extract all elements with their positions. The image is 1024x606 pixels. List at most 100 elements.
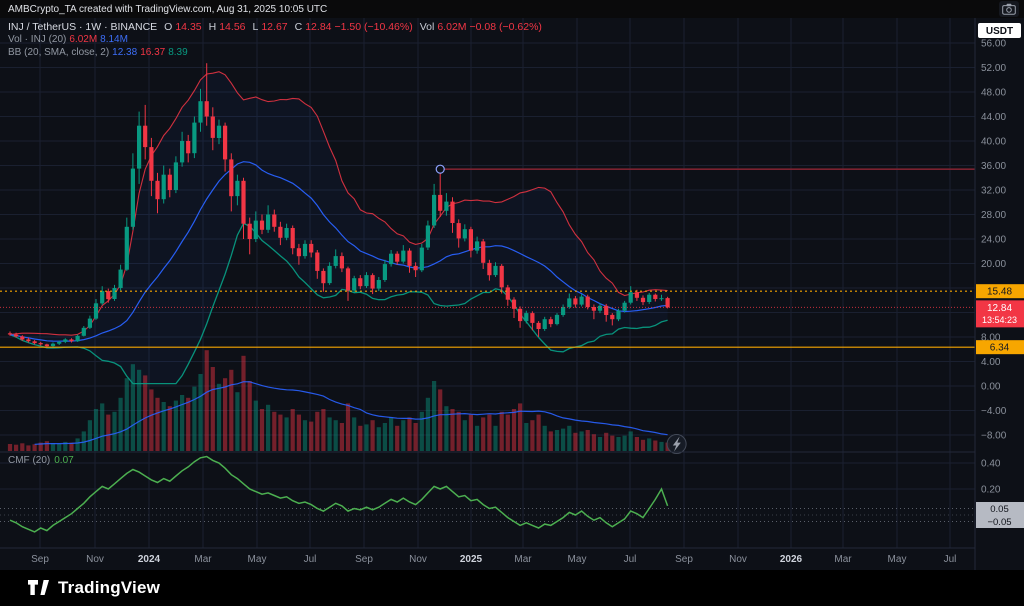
price-axis[interactable]: 56.00 52.00 48.00 44.00 40.00 36.00 32.00 28.00…: [975, 18, 1024, 570]
volume-study-label[interactable]: Vol · INJ (20): [8, 34, 67, 45]
alert-upper-label: [976, 284, 1024, 299]
svg-text:May: May: [888, 554, 907, 565]
svg-text:2025: 2025: [460, 554, 483, 565]
svg-text:52.00: 52.00: [981, 63, 1006, 74]
svg-text:0.05: 0.05: [990, 504, 1009, 515]
volume-study-value: 6.02M: [69, 34, 98, 45]
ohlc-close-label: C: [294, 21, 303, 33]
svg-text:6.34: 6.34: [990, 343, 1010, 354]
svg-text:44.00: 44.00: [981, 112, 1006, 123]
svg-text:40.00: 40.00: [981, 137, 1006, 148]
cmf-guide-lower-label: [976, 515, 1024, 528]
chart-background: [0, 18, 1024, 570]
legend-volume-row: Vol · INJ (20) 6.02M 8.14M: [8, 34, 545, 47]
svg-text:48.00: 48.00: [981, 88, 1006, 99]
svg-text:Mar: Mar: [514, 554, 532, 565]
svg-text:−8.00: −8.00: [981, 431, 1007, 442]
last-price-label: [976, 300, 1024, 328]
svg-text:Nov: Nov: [409, 554, 427, 565]
bb-basis-value: 12.38: [112, 47, 138, 58]
svg-text:USDT: USDT: [986, 26, 1013, 37]
svg-text:−4.00: −4.00: [981, 406, 1007, 417]
svg-text:0.40: 0.40: [981, 459, 1001, 470]
bb-basis-line: [9, 161, 668, 342]
chart-legend: INJ / TetherUS · 1W · BINANCE O 14.35 H 14.5…: [8, 21, 545, 60]
lightning-icon: [672, 436, 681, 452]
candles-layer: [7, 63, 670, 348]
cmf-line: [9, 455, 669, 533]
svg-text:Nov: Nov: [729, 554, 747, 565]
svg-text:32.00: 32.00: [981, 186, 1006, 197]
svg-text:12.84: 12.84: [987, 303, 1012, 314]
ohlc-open-label: O: [164, 21, 173, 33]
cmf-study-label[interactable]: CMF (20): [8, 455, 51, 466]
legend-symbol-row: INJ / TetherUS · 1W · BINANCE O 14.35 H 14.5…: [8, 21, 545, 34]
cmf-pane: [0, 455, 975, 533]
tradingview-logo-icon[interactable]: [28, 580, 50, 596]
vol-label: Vol: [419, 21, 435, 33]
bb-lower-line: [9, 222, 668, 385]
pane-separators: [0, 18, 1024, 570]
svg-text:24.00: 24.00: [981, 235, 1006, 246]
cmf-study-value: 0.07: [54, 455, 74, 466]
svg-text:Sep: Sep: [675, 554, 693, 565]
svg-text:Jul: Jul: [304, 554, 317, 565]
snapshot-chip[interactable]: [999, 1, 1019, 17]
volume-ma-line: [34, 381, 668, 445]
svg-text:Jul: Jul: [624, 554, 637, 565]
camera-icon: [1002, 3, 1016, 15]
svg-text:56.00: 56.00: [981, 39, 1006, 50]
time-axis[interactable]: Sep Nov 2024 Mar May Jul Sep Nov 2025 Mar May Jul Se…: [31, 554, 956, 565]
svg-text:8.00: 8.00: [981, 333, 1001, 344]
svg-text:0.00: 0.00: [981, 382, 1001, 393]
cmf-legend: CMF (20) 0.07: [8, 455, 78, 466]
bollinger-band-fill: [10, 71, 668, 384]
svg-text:13:54:23: 13:54:23: [982, 315, 1017, 325]
ohlc-low-label: L: [252, 21, 259, 33]
ohlc-open-value: 14.35: [175, 21, 202, 33]
svg-text:Mar: Mar: [834, 554, 852, 565]
svg-text:2026: 2026: [780, 554, 803, 565]
grid: [0, 18, 975, 548]
svg-text:May: May: [568, 554, 587, 565]
svg-text:Sep: Sep: [355, 554, 373, 565]
cmf-guide-upper-label: [976, 502, 1024, 515]
currency-chip: [978, 23, 1021, 38]
svg-text:−0.05: −0.05: [987, 517, 1011, 528]
svg-text:28.00: 28.00: [981, 210, 1006, 221]
ohlc-close-value: 12.84: [305, 21, 332, 33]
volume-ma-value: 8.14M: [100, 34, 128, 45]
svg-text:May: May: [248, 554, 267, 565]
ray-anchor-circle: [435, 164, 445, 174]
svg-text:4.00: 4.00: [981, 357, 1001, 368]
symbol-title[interactable]: INJ / TetherUS · 1W · BINANCE: [8, 21, 158, 33]
svg-text:Jul: Jul: [944, 554, 957, 565]
bb-lower-value: 8.39: [168, 47, 188, 58]
legend-bb-row: BB (20, SMA, close, 2) 12.38 16.37 8.39: [8, 47, 545, 60]
vol-change: −0.08 (−0.62%): [469, 21, 542, 33]
attribution-text: AMBCrypto_TA created with TradingView.co…: [8, 3, 328, 15]
svg-text:Mar: Mar: [194, 554, 212, 565]
tradingview-brand[interactable]: TradingView: [58, 578, 161, 597]
svg-text:36.00: 36.00: [981, 161, 1006, 172]
bb-study-label[interactable]: BB (20, SMA, close, 2): [8, 47, 110, 58]
svg-text:2024: 2024: [138, 554, 161, 565]
attribution-bar: AMBCrypto_TA created with TradingView.co…: [0, 0, 1024, 18]
ohlc-high-label: H: [208, 21, 217, 33]
svg-text:15.48: 15.48: [987, 287, 1012, 298]
ohlc-high-value: 14.56: [219, 21, 246, 33]
alert-lower-label: [976, 340, 1024, 355]
ohlc-low-value: 12.67: [261, 21, 288, 33]
svg-text:Nov: Nov: [86, 554, 104, 565]
bb-upper-value: 16.37: [140, 47, 166, 58]
svg-text:Sep: Sep: [31, 554, 49, 565]
vol-value: 6.02M: [437, 21, 467, 33]
svg-text:20.00: 20.00: [981, 259, 1006, 270]
alert-lines[interactable]: [0, 290, 975, 348]
svg-text:0.20: 0.20: [981, 485, 1001, 496]
horizontal-ray[interactable]: [435, 164, 975, 174]
quick-trade-button[interactable]: [666, 434, 687, 454]
footer-bar: TradingView: [0, 570, 1024, 606]
change-value: −1.50 (−10.46%): [334, 21, 413, 33]
